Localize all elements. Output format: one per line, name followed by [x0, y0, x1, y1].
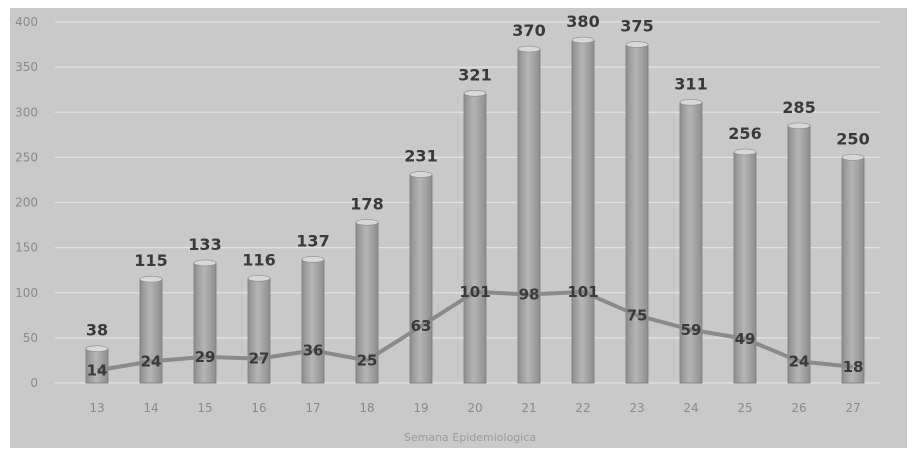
- line-series: [96, 289, 854, 373]
- bar-data-label: 311: [674, 74, 707, 93]
- x-tick-label: 21: [521, 401, 536, 415]
- line-data-label: 25: [357, 351, 378, 369]
- bar: [409, 174, 433, 384]
- x-tick-label: 26: [791, 401, 806, 415]
- x-axis-title: Semana Epidemiologica: [404, 431, 536, 444]
- bar-cap: [625, 41, 649, 48]
- y-tick-label: 50: [23, 331, 38, 345]
- bar-cap: [409, 171, 433, 178]
- x-tick-label: 16: [251, 401, 266, 415]
- bar-data-label: 115: [134, 251, 167, 270]
- line-data-label: 75: [627, 306, 648, 324]
- bar: [679, 101, 703, 384]
- bar-cap: [787, 122, 811, 130]
- x-tick-label: 18: [359, 401, 374, 415]
- bar-cap: [733, 148, 757, 156]
- bar-cap: [139, 275, 163, 283]
- bar-cap: [841, 154, 865, 161]
- bar-cap: [571, 36, 595, 44]
- line-data-label: 36: [303, 342, 324, 360]
- line-data-label: 27: [249, 350, 270, 368]
- x-tick-label: 22: [575, 401, 590, 415]
- bar-data-label: 256: [728, 124, 761, 143]
- x-tick-label: 27: [845, 401, 860, 415]
- line-data-label: 29: [195, 348, 216, 366]
- bar-cap: [301, 256, 325, 263]
- line-data-label: 24: [789, 352, 810, 370]
- bar-data-label: 178: [350, 194, 383, 213]
- y-tick-label: 150: [15, 241, 38, 255]
- bar: [841, 156, 865, 384]
- bar-data-label: 137: [296, 231, 329, 250]
- bar-data-label: 285: [782, 98, 815, 117]
- line-data-label: 59: [681, 321, 702, 339]
- bar-data-label: 231: [404, 147, 437, 166]
- y-tick-label: 0: [30, 376, 38, 390]
- bar-cap: [193, 259, 217, 267]
- bar-cap: [247, 275, 271, 282]
- y-tick-label: 250: [15, 150, 38, 164]
- line-data-label: 14: [87, 361, 108, 379]
- x-tick-label: 19: [413, 401, 428, 415]
- x-tick-label: 13: [89, 401, 104, 415]
- bar: [787, 125, 811, 384]
- bar-data-label: 116: [242, 250, 275, 269]
- y-tick-label: 350: [15, 60, 38, 74]
- bar-data-label: 375: [620, 17, 653, 36]
- line-data-label: 18: [843, 358, 864, 376]
- bar-data-label: 38: [86, 321, 108, 340]
- y-tick-label: 300: [15, 105, 38, 119]
- bar: [571, 39, 595, 384]
- bar: [625, 44, 649, 384]
- bar: [733, 151, 757, 384]
- x-tick-label: 17: [305, 401, 320, 415]
- y-tick-label: 200: [15, 196, 38, 210]
- y-tick-label: 400: [15, 15, 38, 29]
- y-tick-label: 100: [15, 286, 38, 300]
- bar-cap: [679, 99, 703, 106]
- bar: [301, 258, 325, 384]
- bar-data-label: 321: [458, 65, 491, 84]
- x-tick-label: 23: [629, 401, 644, 415]
- bar-data-label: 380: [566, 12, 599, 31]
- bar-cap: [85, 345, 109, 353]
- bar: [463, 92, 487, 384]
- bar-data-label: 250: [836, 129, 869, 148]
- line-data-label: 49: [735, 330, 756, 348]
- bar-data-label: 133: [188, 235, 221, 254]
- x-tick-label: 20: [467, 401, 482, 415]
- bar-cap: [517, 45, 541, 53]
- line-data-label: 63: [411, 317, 432, 335]
- x-tick-label: 15: [197, 401, 212, 415]
- x-tick-label: 25: [737, 401, 752, 415]
- bar: [517, 48, 541, 384]
- line-data-label: 101: [459, 283, 490, 301]
- bar-data-label: 370: [512, 21, 545, 40]
- bar-cap: [463, 89, 487, 97]
- line-data-label: 24: [141, 352, 162, 370]
- bar-cap: [355, 219, 379, 226]
- x-tick-label: 24: [683, 401, 698, 415]
- x-tick-label: 14: [143, 401, 158, 415]
- line-data-label: 101: [567, 283, 598, 301]
- line-data-label: 98: [519, 286, 540, 304]
